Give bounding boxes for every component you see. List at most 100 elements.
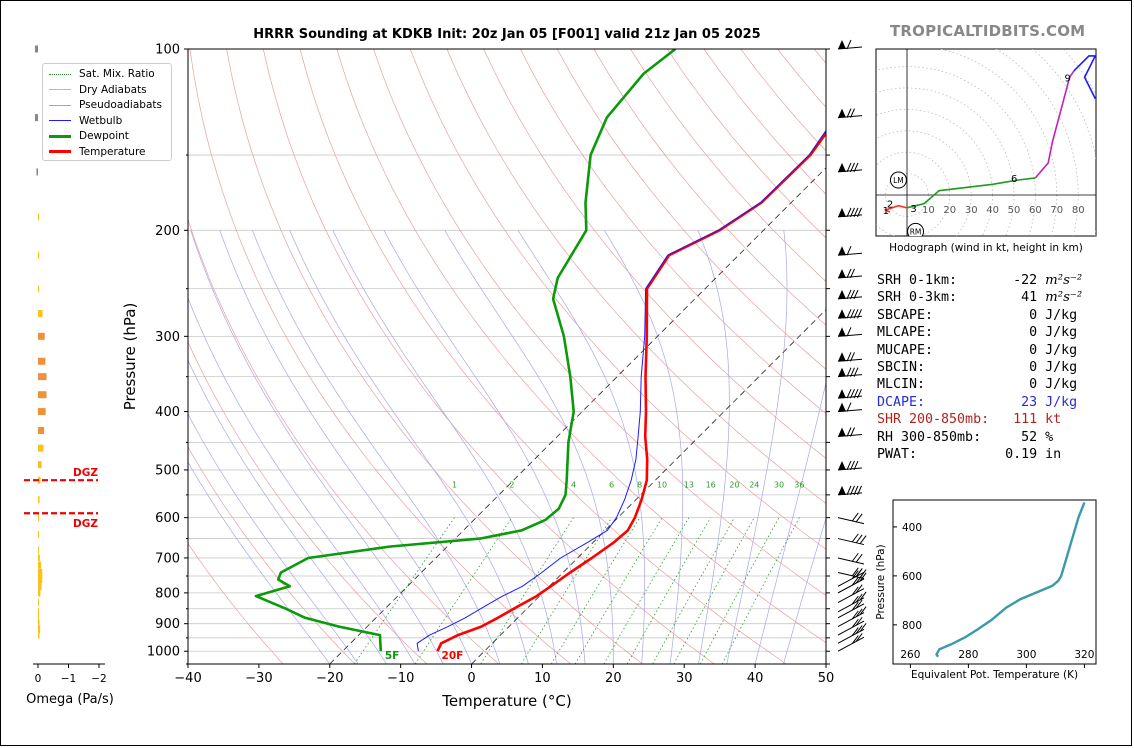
barb-staff — [837, 517, 865, 525]
omega-bar — [34, 45, 38, 53]
theta-e-x-tick-label: 260 — [900, 649, 920, 661]
barb-flag — [850, 309, 855, 319]
storm-motion-rm-label: RM — [910, 227, 922, 236]
stat-gap — [957, 273, 1013, 288]
stat-row: MLCIN: 0 J/kg — [877, 376, 1082, 393]
pseudoadiabat — [219, 230, 472, 664]
barb-flag — [850, 207, 855, 218]
omega-bar — [38, 554, 40, 562]
hodograph-caption: Hodograph (wind in kt, height in km) — [889, 242, 1083, 254]
barb-flag — [859, 572, 867, 582]
wind-barb — [837, 352, 863, 362]
barb-flag — [851, 586, 859, 596]
stat-value: 52 — [1021, 429, 1038, 445]
barb-staff — [837, 588, 865, 603]
wind-barb — [837, 367, 863, 378]
pseudoadiabat — [190, 230, 444, 664]
pseudoadiabat — [188, 359, 387, 664]
stat-value: 111 — [1013, 412, 1038, 428]
omega-bar — [38, 546, 39, 554]
mixing-ratio-line — [521, 517, 613, 664]
wind-barb — [837, 599, 865, 619]
hodograph-panel: 10 20 30 40 50 60 70 80 12 3 6 9 LM RM Hodograph (wind… — [875, 48, 1097, 254]
mixing-ratio-label: 8 — [637, 481, 642, 490]
y-tick-label: 200 — [155, 224, 180, 239]
barb-staff — [837, 636, 865, 652]
stats-table: SRH 0-1km: -22 m²s⁻² SRH 0-3km: 41 m²s⁻² SBC… — [877, 272, 1082, 463]
wind-barbs — [837, 39, 867, 652]
omega-bar — [38, 391, 47, 399]
storm-motion-lm-label: LM — [893, 176, 904, 185]
omega-tick-label: −2 — [91, 673, 106, 685]
barb-flag — [846, 485, 852, 496]
stat-gap — [957, 290, 1021, 305]
stat-value: 23 — [1021, 394, 1038, 410]
stat-value: 41 — [1021, 290, 1038, 306]
barb-flag — [851, 533, 859, 543]
wind-barb — [837, 427, 863, 438]
pseudoadiabat — [444, 230, 614, 664]
omega-bar — [38, 357, 46, 365]
legend-swatch — [49, 73, 71, 75]
dry-adiabat — [188, 218, 499, 664]
barb-flag — [853, 367, 859, 377]
isotherm-dashed — [329, 167, 826, 664]
theta-e-line — [935, 501, 1086, 658]
dry-adiabat — [299, 49, 787, 664]
hodograph-ring-label: 60 — [1029, 205, 1042, 216]
omega-bar — [38, 332, 45, 340]
theta-e-x-axis-label: Equivalent Pot. Temperature (K) — [911, 669, 1078, 681]
stat-unit: J/kg — [1045, 307, 1078, 323]
barb-pennant — [838, 289, 846, 299]
barb-flag — [851, 619, 859, 628]
hodograph-trace — [1073, 55, 1096, 100]
dry-adiabat — [593, 49, 826, 326]
barb-pennant — [838, 427, 846, 437]
barb-flag — [853, 207, 859, 218]
y-tick-label: 300 — [155, 330, 180, 345]
omega-bar — [38, 496, 40, 504]
wind-barb — [837, 591, 867, 613]
stat-unit: kt — [1045, 412, 1062, 428]
surface-temperature-label: 20F — [442, 650, 464, 662]
x-tick-label: 40 — [747, 671, 764, 686]
mixing-ratio-line — [574, 517, 663, 664]
omega-bar — [38, 310, 43, 318]
stat-value: 0 — [1029, 377, 1038, 393]
stat-gap — [981, 430, 1021, 445]
legend: Sat. Mix. Ratio Dry Adiabats Pseudoadiabat… — [42, 63, 172, 161]
y-tick-label: 100 — [155, 43, 180, 58]
barb-flag — [850, 108, 855, 118]
hodograph-frame — [875, 48, 1097, 237]
x-tick-label: −40 — [174, 671, 201, 686]
mixing-ratio-label: 30 — [774, 481, 784, 490]
barb-staff — [837, 628, 865, 644]
dry-adiabat — [446, 49, 826, 504]
wind-barb — [837, 246, 863, 256]
skewt-grid: 1 2 4 6 8 10 13 16 20 24 30 36 — [188, 49, 826, 664]
barb-flag — [859, 623, 867, 632]
barb-flag — [857, 309, 862, 319]
barb-staff — [837, 538, 865, 546]
omega-bar — [38, 599, 39, 607]
wind-barb — [837, 388, 863, 399]
barb-flag — [857, 207, 862, 218]
barb-flag — [846, 460, 852, 471]
x-tick-label: 0 — [467, 671, 475, 686]
barb-pennant — [838, 352, 846, 362]
dry-adiabat — [226, 49, 643, 664]
stat-row: RH 300-850mb: 52% — [877, 429, 1082, 446]
stat-unit: % — [1045, 429, 1054, 445]
mixing-ratio-label: 2 — [509, 481, 514, 490]
omega-bar — [38, 461, 42, 469]
barb-flag — [857, 485, 862, 496]
theta-e-x-tick-label: 300 — [1016, 649, 1036, 661]
barb-staff — [837, 620, 865, 636]
legend-item: Wetbulb — [49, 114, 122, 128]
barb-pennant — [838, 485, 846, 495]
dgz-label-bottom: DGZ — [73, 518, 98, 530]
barb-flag — [846, 309, 852, 319]
barb-flag — [851, 567, 859, 577]
